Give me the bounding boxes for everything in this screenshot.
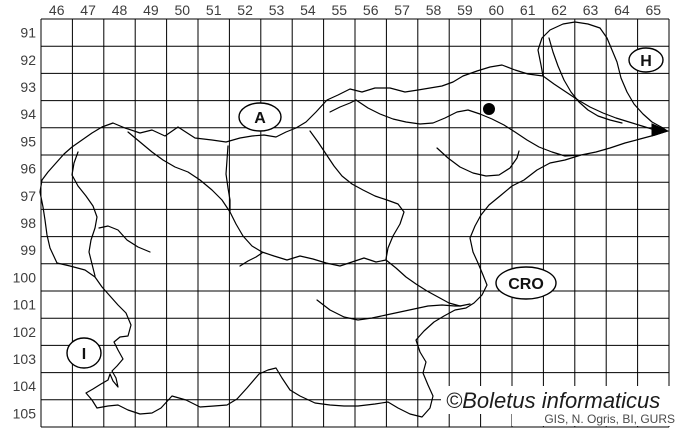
source-credit-text: GIS, N. Ogris, BI, GURS bbox=[544, 412, 675, 426]
grid-col-label: 49 bbox=[143, 2, 159, 18]
grid-col-label: 56 bbox=[363, 2, 379, 18]
slovenia-border-outline bbox=[39, 21, 668, 418]
grid-row-label: 93 bbox=[20, 79, 36, 95]
grid-col-label: 57 bbox=[394, 2, 410, 18]
country-label-cro: CRO bbox=[508, 276, 544, 293]
river-mura bbox=[542, 75, 656, 131]
watermark-group: ©Boletus informaticus GIS, N. Ogris, BI,… bbox=[441, 386, 680, 426]
river-ljubljanica bbox=[239, 252, 263, 267]
east-tip-arrow bbox=[651, 123, 670, 137]
grid-col-label: 61 bbox=[520, 2, 536, 18]
grid-col-label: 47 bbox=[80, 2, 96, 18]
watermark-text: ©Boletus informaticus bbox=[446, 388, 660, 413]
grid-col-label: 59 bbox=[457, 2, 473, 18]
country-ellipse-a bbox=[238, 102, 282, 132]
grid-col-label: 54 bbox=[300, 2, 316, 18]
grid-col-label: 65 bbox=[646, 2, 662, 18]
grid-column-labels: 46 47 48 49 50 51 52 53 54 55 56 57 58 59 60 61 62 63 64 65 bbox=[49, 2, 661, 18]
country-ellipse-h bbox=[628, 47, 664, 73]
grid-col-label: 46 bbox=[49, 2, 65, 18]
country-ellipse-i bbox=[66, 337, 102, 369]
country-label-h: H bbox=[640, 53, 652, 70]
credit-background bbox=[512, 412, 678, 426]
grid-row-label: 96 bbox=[20, 161, 36, 177]
country-label-a: A bbox=[254, 110, 266, 127]
river-meza bbox=[329, 99, 357, 113]
grid-row-label: 102 bbox=[13, 324, 37, 340]
grid-col-label: 60 bbox=[489, 2, 505, 18]
grid-row-label: 92 bbox=[20, 52, 36, 68]
grid-row-label: 105 bbox=[13, 405, 37, 421]
grid-col-label: 51 bbox=[206, 2, 222, 18]
river-lines bbox=[71, 37, 656, 321]
river-soca bbox=[71, 151, 98, 277]
grid-row-label: 100 bbox=[13, 269, 37, 285]
grid-lines bbox=[40, 18, 670, 428]
river-ledava bbox=[548, 37, 623, 124]
grid-row-label: 98 bbox=[20, 215, 36, 231]
grid-col-label: 62 bbox=[551, 2, 567, 18]
country-labels: A H CRO I bbox=[66, 47, 664, 369]
country-ellipse-cro bbox=[495, 266, 557, 300]
grid-row-label: 99 bbox=[20, 242, 36, 258]
grid-col-label: 63 bbox=[583, 2, 599, 18]
river-kokra bbox=[225, 145, 231, 212]
grid-col-label: 64 bbox=[614, 2, 630, 18]
grid-row-labels: 91 92 93 94 95 96 97 98 99 100 101 102 103 104 105 bbox=[13, 25, 37, 422]
watermark-background bbox=[441, 386, 680, 414]
grid-col-label: 48 bbox=[112, 2, 128, 18]
river-idrijca bbox=[98, 225, 151, 253]
river-sava bbox=[127, 131, 471, 307]
grid-col-label: 55 bbox=[332, 2, 348, 18]
grid-row-label: 94 bbox=[20, 106, 36, 122]
river-savinja bbox=[309, 130, 405, 260]
grid-col-label: 53 bbox=[269, 2, 285, 18]
grid-row-label: 103 bbox=[13, 351, 37, 367]
grid-col-label: 50 bbox=[175, 2, 191, 18]
grid-row-label: 91 bbox=[20, 25, 36, 41]
grid-col-label: 58 bbox=[426, 2, 442, 18]
grid-row-label: 101 bbox=[13, 297, 37, 313]
grid-col-label: 52 bbox=[237, 2, 253, 18]
river-krka bbox=[316, 299, 462, 321]
grid-row-label: 104 bbox=[13, 378, 37, 394]
river-dravinja bbox=[436, 147, 520, 177]
country-label-i: I bbox=[82, 346, 86, 363]
river-drava bbox=[355, 99, 582, 157]
grid-row-label: 97 bbox=[20, 188, 36, 204]
occurrence-dot bbox=[483, 103, 495, 115]
grid-row-label: 95 bbox=[20, 133, 36, 149]
